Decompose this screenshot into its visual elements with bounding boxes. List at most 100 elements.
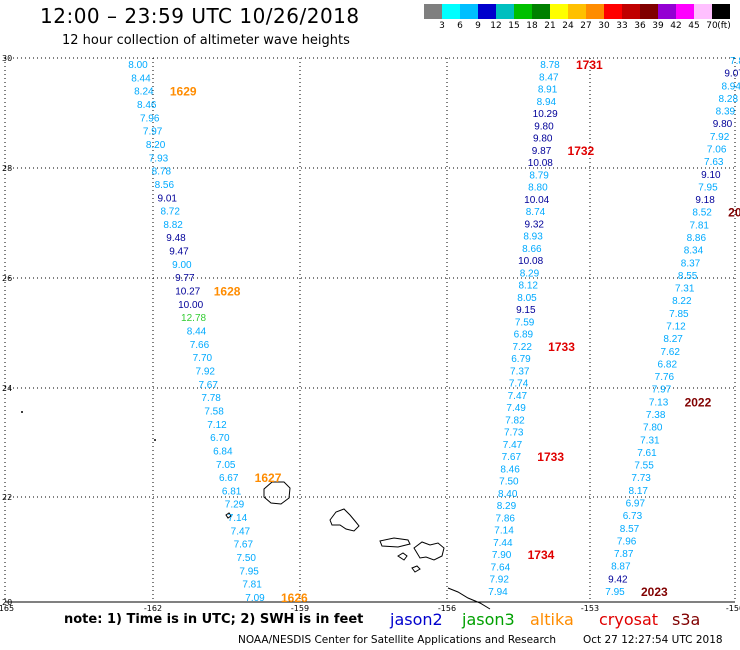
wave-height-value: 7.70 (193, 353, 213, 364)
island-kahoolawe (411, 565, 421, 573)
legend-swatch (640, 4, 658, 19)
wave-height-value: 8.39 (716, 107, 736, 118)
altimeter-tracks: 8.00 8.44 8.24 8.46 7.96 7.97 8.20 7.93 8.78 8.56… (128, 56, 740, 605)
wave-height-value: 7.74 (509, 379, 529, 390)
pass-time-label: 1629 (170, 85, 197, 99)
wave-height-value: 6.81 (222, 486, 242, 497)
legend-jason2: jason2 (390, 610, 443, 629)
wave-height-value: 7.44 (493, 538, 513, 549)
wave-height-value: 8.47 (539, 72, 559, 83)
legend-swatch (604, 4, 622, 19)
pass-time-label: 1731 (576, 58, 603, 72)
legend-tick: 42 (670, 21, 682, 31)
wave-height-value: 8.05 (517, 293, 537, 304)
legend-tick: (ft) (717, 21, 731, 31)
wave-height-value: 8.72 (160, 207, 180, 218)
legend-swatch (658, 4, 676, 19)
pass-time-label: 20 (728, 206, 740, 220)
wave-height-value: 7.50 (499, 477, 519, 488)
legend-tick: 70 (706, 21, 718, 31)
wave-height-value: 6.70 (210, 433, 230, 444)
wave-height-value: 7.87 (614, 549, 634, 560)
wave-height-value: 8.94 (721, 81, 740, 92)
legend-altika: altika (530, 610, 574, 629)
wave-height-value: 7.12 (207, 420, 227, 431)
wave-height-value: 9.77 (175, 273, 195, 284)
wave-height-value: 7.47 (503, 440, 523, 451)
legend-tick: 15 (508, 21, 520, 31)
wave-height-value: 7.67 (502, 452, 522, 463)
island-niihau (225, 512, 232, 519)
pass-time-label: 1733 (548, 340, 575, 354)
legend-tick: 45 (688, 21, 700, 31)
legend-swatch (676, 4, 694, 19)
wave-height-value: 6.79 (511, 354, 531, 365)
pass-time-label: 2023 (641, 585, 668, 599)
wave-height-value: 7.95 (239, 566, 259, 577)
wave-height-value: 7.95 (698, 182, 718, 193)
wave-height-value: 9.32 (525, 219, 545, 230)
wave-height-value: 7.06 (707, 145, 727, 156)
wave-height-value: 10.29 (533, 109, 558, 120)
lon-label: -153 (581, 604, 599, 613)
wave-height-value: 7.81 (242, 580, 262, 591)
wave-height-value: 7.81 (690, 220, 710, 231)
wave-height-value: 7.63 (704, 157, 724, 168)
wave-height-value: 9.07 (724, 69, 740, 80)
legend-swatch (550, 4, 568, 19)
wave-height-value: 8.82 (163, 220, 183, 231)
wave-height-value: 7.58 (204, 406, 224, 417)
footer-credit: NOAA/NESDIS Center for Satellite Applica… (238, 634, 556, 646)
wave-height-value: 7.95 (605, 587, 625, 598)
wave-height-value: 7.14 (494, 526, 514, 537)
wave-height-value: 7.47 (231, 526, 251, 537)
wave-height-value: 7.22 (512, 342, 532, 353)
wave-height-value: 7.80 (643, 423, 663, 434)
wave-height-value: 9.80 (713, 119, 733, 130)
wave-height-value: 8.44 (131, 73, 151, 84)
pass-time-label: 1626 (281, 591, 308, 605)
wave-height-value: 9.80 (533, 134, 553, 145)
wave-height-value: 10.00 (178, 300, 203, 311)
wave-height-value: 7.64 (491, 562, 511, 573)
island-lanai (397, 552, 408, 561)
wave-height-value: 7.55 (634, 461, 654, 472)
wave-height-value: 7.66 (190, 340, 210, 351)
wave-height-value: 7.31 (675, 284, 695, 295)
pass-time-label: 1734 (528, 548, 555, 562)
wave-height-value: 9.80 (534, 121, 554, 132)
wave-height-value: 8.37 (681, 258, 701, 269)
hawaiian-islands (21, 411, 491, 610)
wave-height-value: 8.29 (520, 268, 540, 279)
lat-label: 28 (2, 164, 12, 173)
legend-swatch (694, 4, 712, 19)
wave-height-value: 7.92 (710, 132, 730, 143)
footer-note: note: 1) Time is in UTC; 2) SWH is in fe… (64, 612, 364, 627)
page-title: 12:00 – 23:59 UTC 10/26/2018 (40, 4, 360, 28)
wave-height-value: 7.92 (489, 575, 509, 586)
wave-height-value: 8.34 (684, 246, 704, 257)
wave-height-value: 8.00 (128, 60, 148, 71)
wave-height-value: 7.47 (508, 391, 528, 402)
legend-swatch (496, 4, 514, 19)
lon-label: -159 (291, 604, 309, 613)
wave-height-value: 8.40 (498, 489, 518, 500)
lat-label: 26 (2, 274, 12, 283)
island-molokai (379, 537, 411, 548)
wave-height-value: 8.46 (500, 464, 520, 475)
wave-height-value: 7.09 (245, 593, 265, 604)
wave-height-value: 6.73 (623, 511, 643, 522)
wave-height-value: 8.20 (146, 140, 166, 151)
legend-swatch (478, 4, 496, 19)
wave-height-value: 8.12 (518, 281, 538, 292)
legend-swatch (424, 4, 442, 19)
wave-height-value: 8.79 (529, 170, 549, 181)
wave-height-value: 7.49 (506, 403, 526, 414)
wave-height-value: 8.80 (528, 183, 548, 194)
wave-height-value: 9.42 (608, 574, 628, 585)
wave-height-value: 9.10 (701, 170, 721, 181)
wave-height-value: 7.31 (640, 435, 660, 446)
wave-height-value: 7.14 (228, 513, 248, 524)
wave-height-value: 8.27 (663, 334, 683, 345)
